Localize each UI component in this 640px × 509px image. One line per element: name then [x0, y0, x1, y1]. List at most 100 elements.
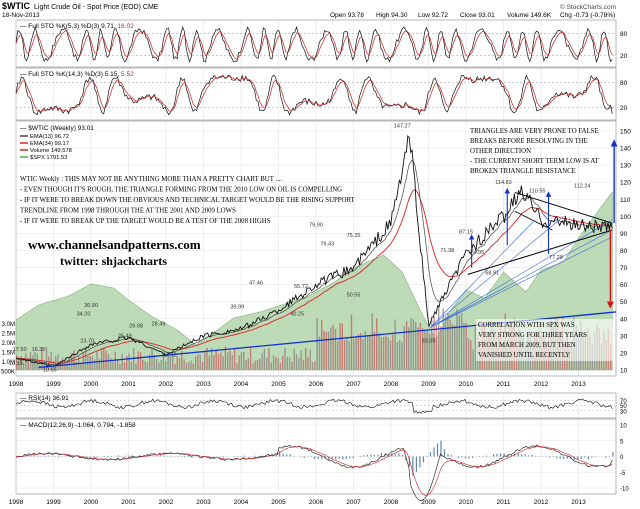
volume-bar — [467, 338, 470, 370]
macd-histogram-bar — [79, 456, 81, 458]
volume-bar — [302, 359, 305, 370]
triangle-note-line: BREAKS BEFORE RESOLVING IN THE — [470, 138, 588, 145]
volume-bar — [96, 350, 98, 370]
price-label: 114.83 — [495, 180, 511, 186]
volume-bar — [309, 349, 311, 370]
sto2-d-line — [15, 75, 613, 113]
volume-bar — [355, 336, 357, 370]
volume-bar — [139, 352, 142, 370]
volume-bar — [181, 351, 183, 370]
fan-line — [430, 221, 534, 328]
analysis-note-line: - EVEN THOUGH IT'S ROUGH, THE TRIANGLE F… — [20, 187, 342, 194]
price-label: 40.25 — [290, 311, 304, 317]
price-axis-tick: 120 — [620, 180, 631, 187]
macd-histogram-bar — [510, 454, 512, 457]
volume-axis-tick: 3.0M — [2, 322, 15, 328]
volume-bar — [268, 347, 270, 370]
volume-bar — [321, 319, 323, 370]
volume-axis-tick: 1.5M — [2, 351, 15, 357]
volume-bar — [213, 355, 215, 370]
macd-signal-line — [15, 446, 613, 496]
volume-bar — [288, 357, 291, 370]
volume-bar — [456, 308, 458, 370]
volume-axis-tick: 1.0M — [2, 360, 15, 366]
sto1-k-line — [15, 25, 613, 64]
legend-entry: Volume 149,578 — [30, 148, 72, 154]
volume-bar — [261, 353, 263, 370]
volume-bar — [215, 349, 217, 370]
volume-bar — [20, 356, 22, 370]
volume-bar — [94, 359, 96, 370]
macd-histogram-bar — [457, 456, 460, 459]
volume-bar — [428, 333, 431, 370]
volume-bar — [295, 354, 298, 370]
volume-bar — [282, 355, 284, 370]
volume-bar — [474, 326, 477, 370]
price-label: 39.99 — [230, 305, 244, 311]
sto1-d-line — [15, 30, 613, 60]
year-label: 2006 — [309, 381, 324, 388]
volume-bar — [236, 363, 238, 370]
volume-bar — [45, 346, 48, 370]
volume-bar — [316, 318, 318, 370]
volume-bar — [343, 340, 346, 370]
volume-bar — [201, 361, 204, 370]
macd-histogram-bar — [282, 453, 284, 457]
year-label: 2008 — [384, 381, 399, 388]
volume-bar — [449, 319, 451, 370]
macd-histogram-bar — [612, 452, 614, 457]
volume-bar — [130, 361, 133, 370]
price-label: 74.95 — [470, 250, 484, 256]
volume-bar — [110, 358, 112, 370]
year-label: 2004 — [234, 381, 249, 388]
volume-bar — [463, 322, 465, 370]
quote-chg: Chg -0.73 (-0.78%) — [560, 12, 615, 19]
price-axis-tick: 100 — [620, 214, 631, 221]
year-label-bottom: 2012 — [534, 499, 549, 506]
volume-bar — [178, 357, 181, 370]
macd-histogram-bar — [440, 440, 442, 457]
volume-bar — [252, 363, 254, 370]
volume-bar — [307, 357, 309, 370]
volume-bar — [240, 352, 243, 370]
volume-bar — [465, 323, 467, 370]
volume-bar — [75, 361, 77, 370]
volume-bar — [190, 360, 192, 370]
macd-histogram-bar — [30, 455, 32, 457]
volume-bar — [401, 341, 403, 370]
price-label: 17.12 — [163, 352, 177, 358]
triangle-inner — [514, 210, 553, 231]
volume-bar — [435, 324, 438, 370]
volume-bar — [121, 353, 123, 370]
price-label: 77.28 — [549, 255, 563, 261]
legend-entry: EMA(34) 99.17 — [30, 141, 69, 147]
symbol: $WTIC — [2, 1, 30, 11]
volume-bar — [293, 348, 295, 370]
volume-bar — [378, 333, 380, 370]
macd-histogram-bar — [559, 456, 561, 459]
year-label-bottom: 2000 — [84, 499, 99, 506]
analysis-note-line: WTIC Weekly : THIS MAY NOT BE ANYTHING M… — [20, 176, 283, 183]
volume-bar — [305, 348, 307, 370]
rsi-line — [15, 398, 613, 414]
volume-bar — [146, 362, 149, 370]
year-label-bottom: 2002 — [159, 499, 174, 506]
volume-bar — [408, 327, 410, 370]
volume-bar — [16, 355, 18, 370]
volume-bar — [266, 357, 268, 370]
volume-bar — [256, 359, 259, 370]
volume-bar — [272, 355, 275, 370]
macd-label: — MACD(12,26,9) -1.064, 0.794, -1.858 — [20, 422, 136, 429]
price-axis-tick: 150 — [620, 129, 631, 136]
macd-histogram-bar — [163, 455, 165, 457]
volume-bar — [243, 351, 245, 370]
price-axis-tick: 40 — [620, 316, 628, 323]
volume-bar — [199, 354, 201, 370]
volume-bar — [220, 352, 222, 370]
volume-bar — [291, 361, 293, 370]
macd-histogram-bar — [524, 454, 526, 457]
macd-histogram-bar — [159, 455, 161, 457]
price-label: 28.49 — [152, 322, 166, 328]
price-axis-tick: 110 — [620, 197, 631, 204]
macd-histogram-bar — [345, 456, 347, 459]
